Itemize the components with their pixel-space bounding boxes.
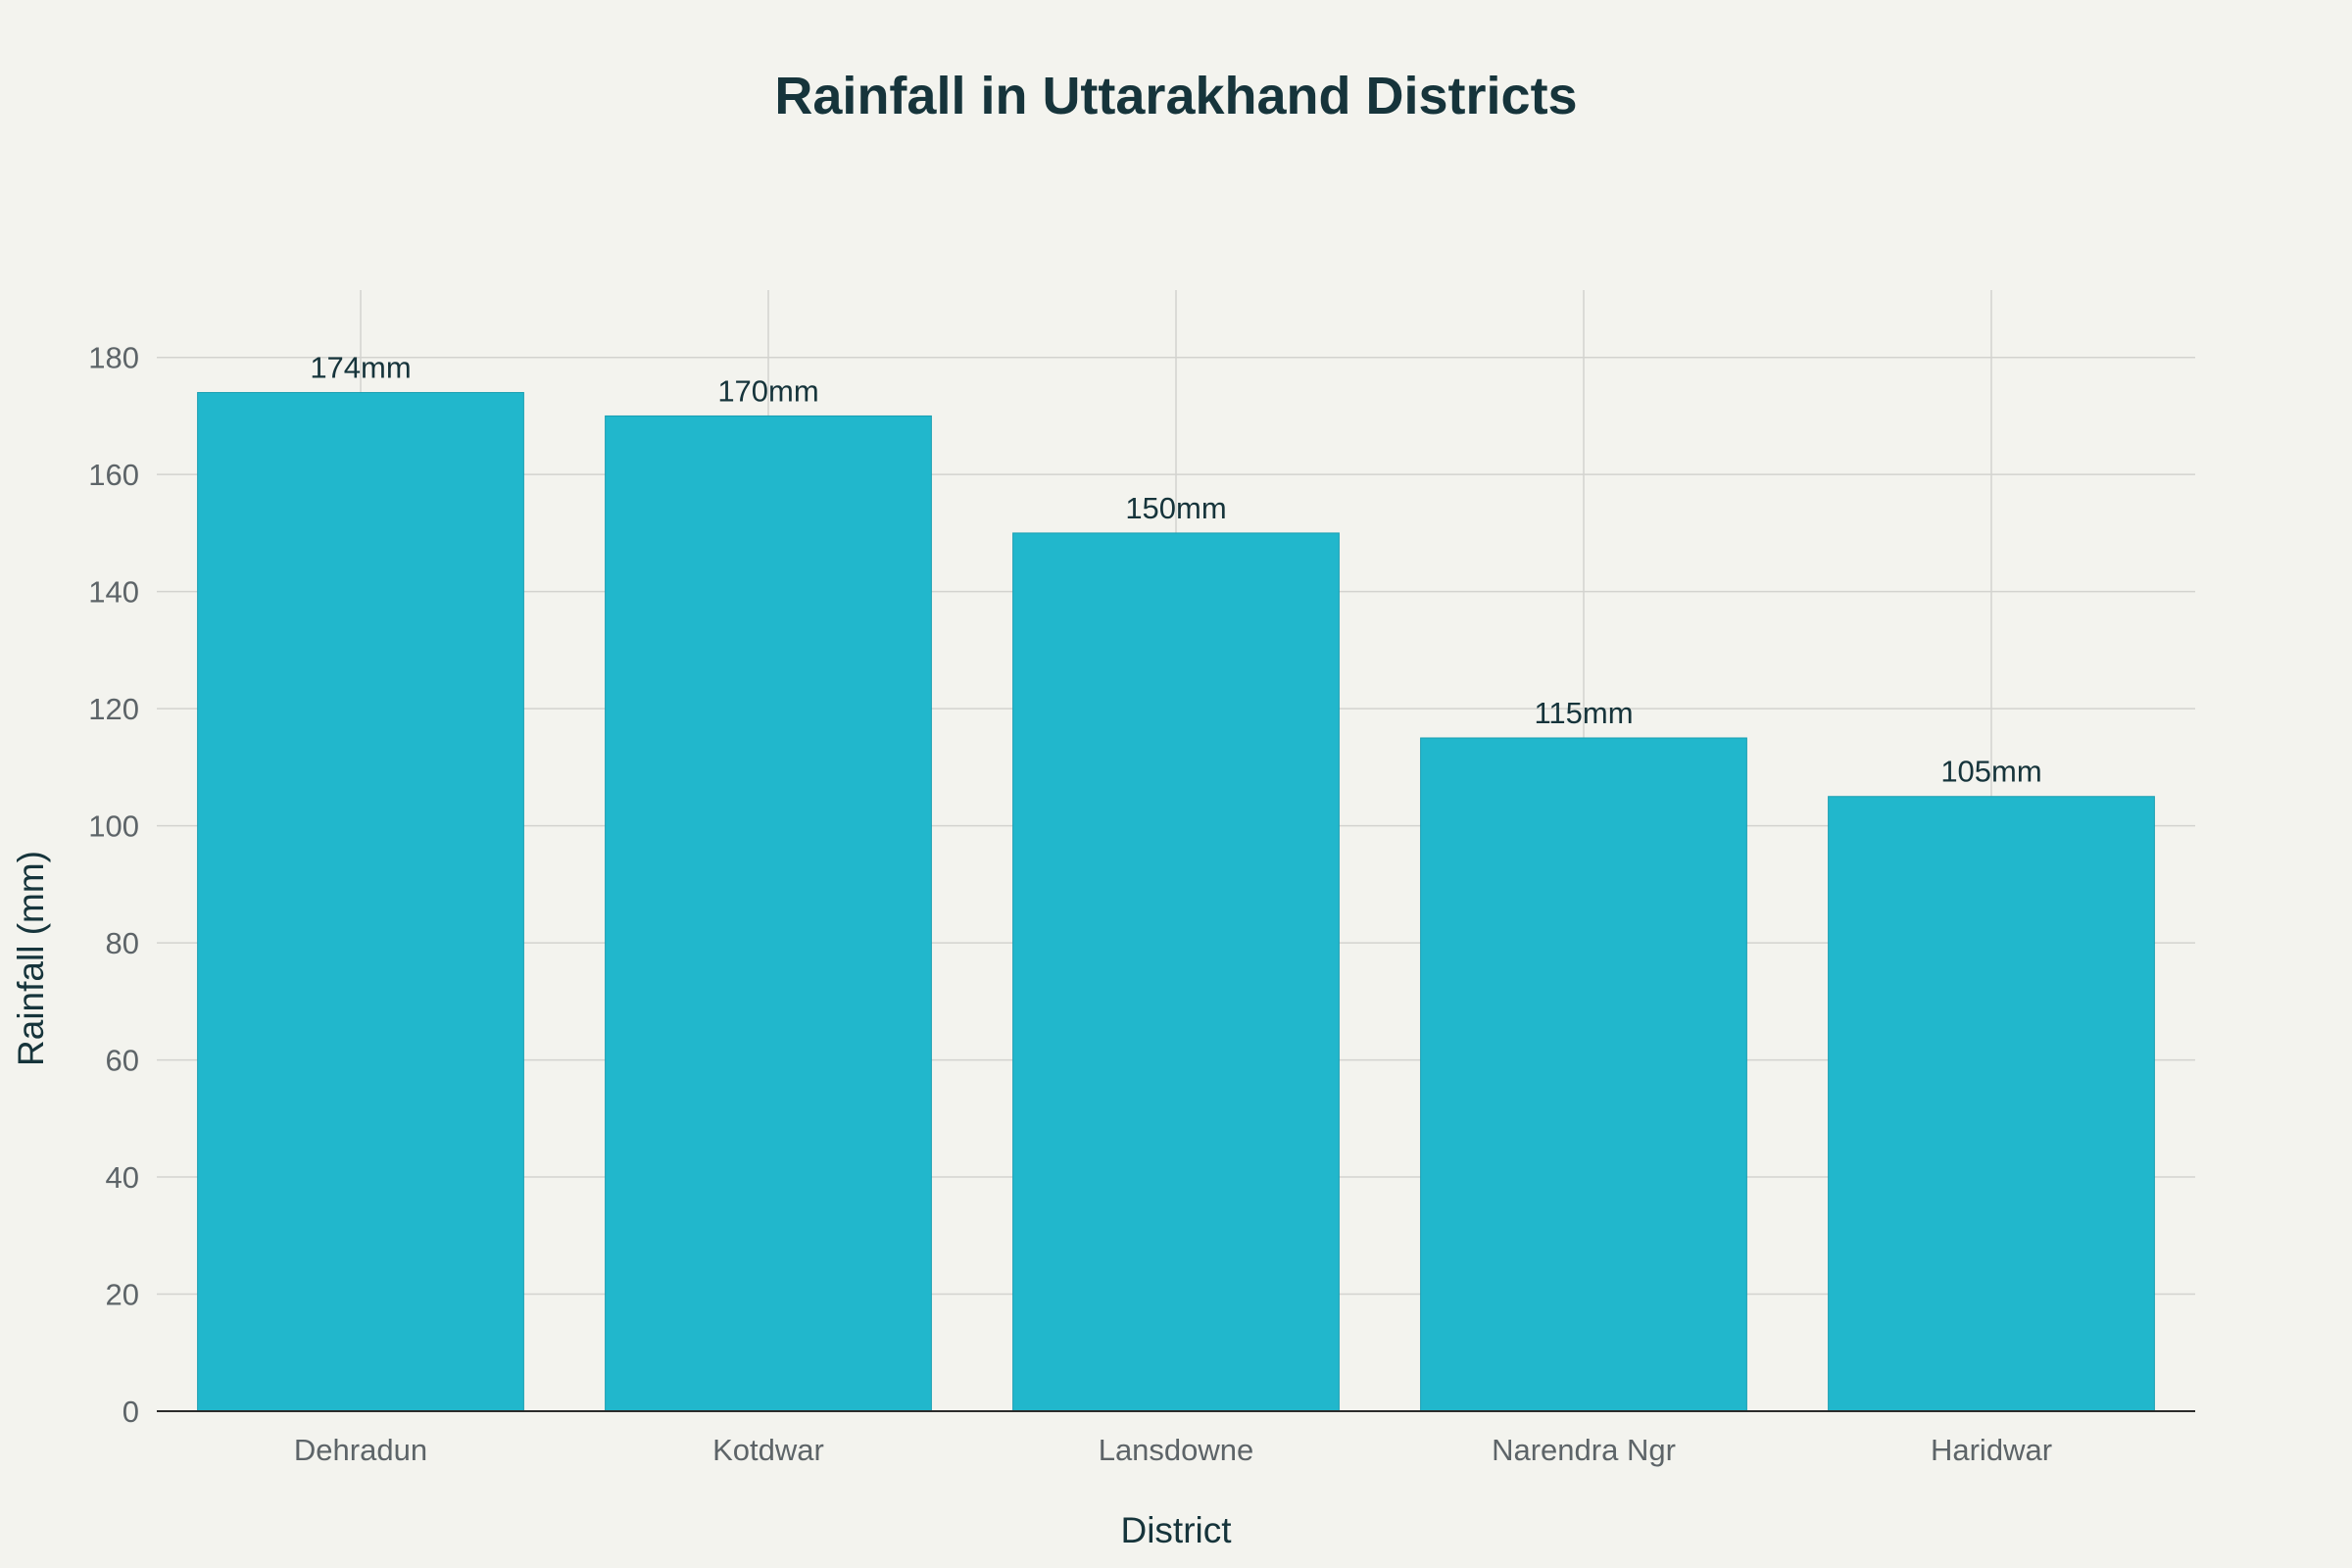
x-tick-label: Dehradun <box>294 1433 427 1467</box>
data-labels: 174mm 170mm 150mm 115mm 105mm <box>310 351 2041 789</box>
y-axis-ticks: 0 20 40 60 80 100 120 140 160 180 <box>88 341 139 1429</box>
y-tick-label: 20 <box>106 1278 139 1312</box>
x-axis-ticks: Dehradun Kotdwar Lansdowne Narendra Ngr Hari… <box>294 1433 2052 1467</box>
y-tick-label: 60 <box>106 1044 139 1078</box>
y-tick-label: 40 <box>106 1160 139 1195</box>
data-label: 115mm <box>1534 696 1633 730</box>
y-tick-label: 0 <box>122 1395 139 1429</box>
bars <box>197 392 2155 1412</box>
x-tick-label: Lansdowne <box>1099 1433 1254 1467</box>
data-label: 174mm <box>310 351 411 385</box>
x-tick-label: Narendra Ngr <box>1492 1433 1676 1467</box>
x-axis-title: District <box>1120 1510 1232 1550</box>
y-axis-title: Rainfall (mm) <box>11 851 51 1066</box>
data-label: 150mm <box>1125 491 1226 525</box>
data-label: 170mm <box>717 373 818 408</box>
bar-haridwar[interactable] <box>1828 796 2155 1412</box>
bar-narendra-ngr[interactable] <box>1420 737 1747 1412</box>
chart-title: Rainfall in Uttarakhand Districts <box>774 67 1577 125</box>
data-label: 105mm <box>1940 755 2041 789</box>
y-tick-label: 80 <box>106 926 139 960</box>
y-tick-label: 120 <box>88 692 139 726</box>
y-tick-label: 180 <box>88 341 139 375</box>
y-tick-label: 160 <box>88 458 139 492</box>
y-tick-label: 140 <box>88 575 139 610</box>
bar-lansdowne[interactable] <box>1012 532 1340 1412</box>
x-tick-label: Kotdwar <box>712 1433 824 1467</box>
bar-dehradun[interactable] <box>197 392 524 1412</box>
x-tick-label: Haridwar <box>1931 1433 2052 1467</box>
bar-kotdwar[interactable] <box>605 415 932 1412</box>
y-tick-label: 100 <box>88 809 139 844</box>
